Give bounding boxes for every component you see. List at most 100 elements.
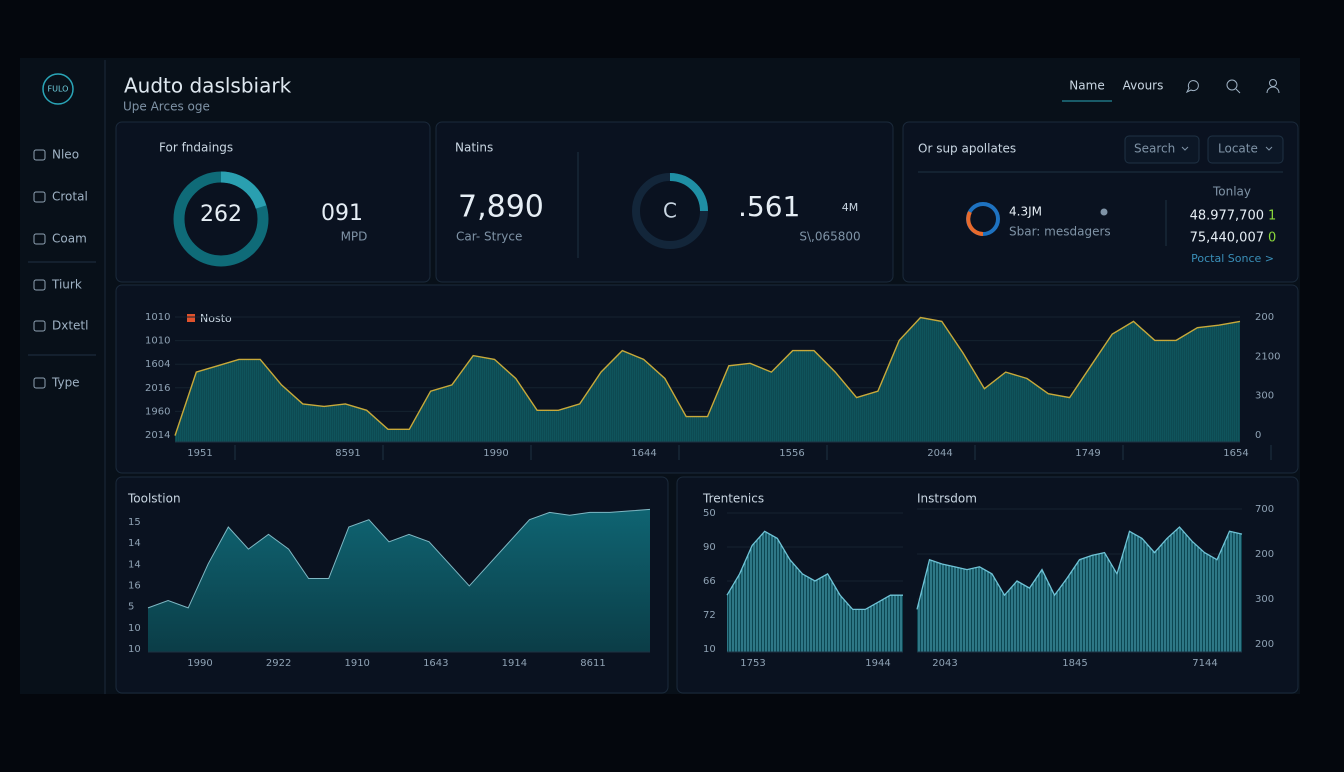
card <box>902 121 1299 283</box>
stat-sub: Sbar: mesdagers <box>1009 225 1111 239</box>
y-label: 1010 <box>145 336 170 347</box>
chart-title: Trentenics <box>702 492 764 506</box>
area <box>727 531 903 652</box>
dropdown-label: Search <box>1134 142 1175 156</box>
y-label: 10 <box>128 644 141 655</box>
stat: .561 <box>738 190 800 223</box>
x-label: 1753 <box>740 658 765 669</box>
legend-swatch <box>187 314 195 322</box>
search-icon[interactable] <box>1226 79 1238 91</box>
y-label: 2016 <box>145 383 170 394</box>
x-label: 1944 <box>865 658 890 669</box>
y2-label: 300 <box>1255 391 1274 402</box>
chart-title: Toolstion <box>127 492 181 506</box>
y-label: 5 <box>128 602 134 613</box>
x-label: 2044 <box>927 448 952 459</box>
dot <box>1100 208 1108 216</box>
y-label: 72 <box>703 610 716 621</box>
x-label: 1845 <box>1062 658 1087 669</box>
nav-item[interactable]: Crotal <box>52 190 88 204</box>
y-label: 16 <box>128 581 141 592</box>
chevron <box>1181 146 1273 151</box>
y-label: 700 <box>1255 504 1274 515</box>
card-title: For fndaings <box>159 141 233 155</box>
y-label: 200 <box>1255 639 1274 650</box>
ring-value: 262 <box>200 202 242 227</box>
y-label: 15 <box>128 517 141 528</box>
nav-icon <box>33 149 46 161</box>
line <box>147 508 651 609</box>
y-label: 90 <box>703 542 716 553</box>
y2-label: 0 <box>1255 430 1261 441</box>
search-icon-handle <box>1235 88 1241 94</box>
nav-item[interactable]: Name <box>1069 79 1104 93</box>
dropdown[interactable] <box>1124 135 1200 164</box>
y-label: 66 <box>703 576 716 587</box>
nav-icon <box>33 320 46 332</box>
side-flag: 1 <box>1268 209 1276 224</box>
legend-label: Nosto <box>200 312 232 325</box>
mini-ring-arc <box>966 211 984 236</box>
logo: FULO <box>48 85 69 94</box>
x-label: 1556 <box>779 448 804 459</box>
dropdown[interactable] <box>1207 135 1284 164</box>
unit: 4M <box>842 201 859 214</box>
x-label: 1951 <box>187 448 212 459</box>
x-label: 1914 <box>502 658 527 669</box>
nav-item[interactable]: Dxtetl <box>52 319 88 333</box>
nav-icon <box>33 279 46 291</box>
chart-title: Instrsdom <box>917 492 977 506</box>
ring-arc <box>220 171 267 209</box>
area <box>175 317 1240 442</box>
logo-ring <box>42 73 74 105</box>
stat-sub: S\,065800 <box>799 230 860 244</box>
y-label: 300 <box>1255 594 1274 605</box>
y-label: 1010 <box>145 312 170 323</box>
subtitle: Upe Arces oge <box>123 100 210 114</box>
side-flag: 0 <box>1268 231 1276 246</box>
nav-item[interactable]: Avours <box>1123 79 1164 93</box>
y2-label: 200 <box>1255 312 1274 323</box>
stat: 7,890 <box>458 190 544 225</box>
x-label: 1643 <box>423 658 448 669</box>
x-label: 2043 <box>932 658 957 669</box>
ring-value: C <box>663 199 677 223</box>
y-label: 10 <box>128 623 141 634</box>
x-label: 1644 <box>631 448 656 459</box>
x-label: 1749 <box>1075 448 1100 459</box>
x-label: 1990 <box>187 658 212 669</box>
y-label: 14 <box>128 559 141 570</box>
nav-icon <box>33 191 46 203</box>
x-label: 1990 <box>483 448 508 459</box>
x-label: 2922 <box>266 658 291 669</box>
card <box>115 121 431 283</box>
nav-icon <box>33 233 46 245</box>
stat-sub: MPD <box>341 230 368 244</box>
link[interactable]: Poctal Sonce > <box>1191 252 1274 265</box>
area <box>917 527 1242 652</box>
ring-arc <box>669 173 708 212</box>
side-title: Tonlay <box>1212 185 1251 199</box>
y2-label: 2100 <box>1255 351 1280 362</box>
title: Audto daslsbiark <box>124 74 292 98</box>
x-label: 7144 <box>1192 658 1217 669</box>
nav-item[interactable]: Type <box>51 376 80 390</box>
nav-item[interactable]: Nleo <box>52 148 79 162</box>
nav-item[interactable]: Tiurk <box>51 278 82 292</box>
y-label: 2014 <box>145 430 170 441</box>
x-label: 1654 <box>1223 448 1248 459</box>
x-label: 8591 <box>335 448 360 459</box>
sidebar: Nleo Crotal Coam Tiurk Dxtetl Type <box>28 148 96 390</box>
y-label: 14 <box>128 538 141 549</box>
y-label: 10 <box>703 644 716 655</box>
side-value: 48.977,700 <box>1190 209 1264 224</box>
chat-icon[interactable] <box>1185 80 1199 94</box>
card-title: Or sup apollates <box>918 142 1016 156</box>
x-label: 8611 <box>580 658 605 669</box>
line <box>726 530 903 611</box>
area <box>148 509 650 652</box>
nav-item[interactable]: Coam <box>52 232 87 246</box>
dropdown-label: Locate <box>1218 142 1258 156</box>
line <box>916 526 1243 610</box>
